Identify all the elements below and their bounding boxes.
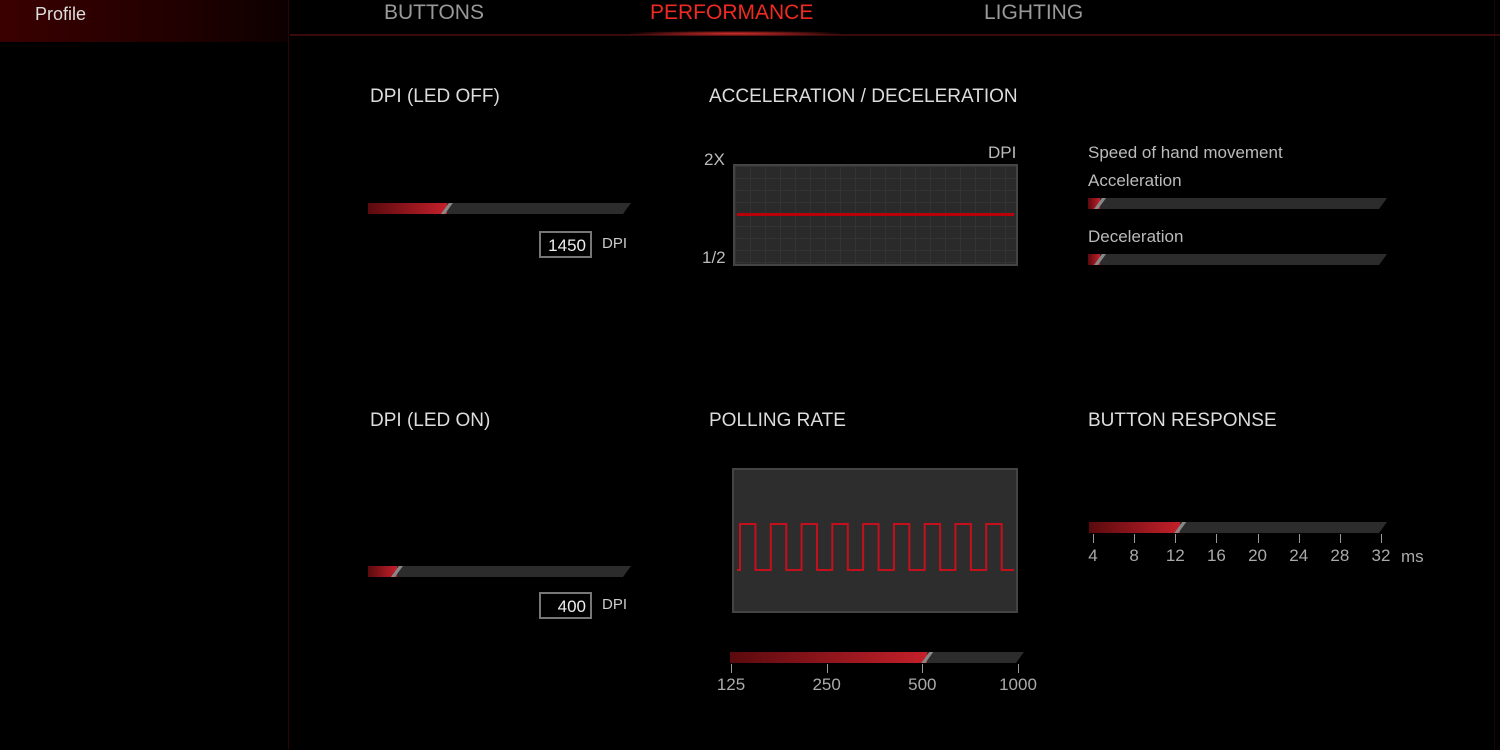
tick-mark [1134,534,1136,543]
tick-mark [1093,534,1094,543]
polling-slider[interactable] [730,652,1024,663]
slider-handle[interactable] [391,566,403,577]
sidebar-item-profile[interactable]: Profile [0,0,288,42]
polling-title: POLLING RATE [709,410,846,431]
acceleration-label: Acceleration [1088,171,1182,190]
acceleration-graph[interactable] [733,164,1018,266]
sidebar: Profile [0,0,289,750]
slider-fill [730,652,927,663]
tab-buttons[interactable]: BUTTONS [384,1,484,24]
button-response-title: BUTTON RESPONSE [1088,410,1277,431]
y-top-label: 2X [704,150,725,169]
dpi-led-off-title: DPI (LED OFF) [370,86,500,107]
polling-wave-display [732,468,1018,613]
dpi-led-on-title: DPI (LED ON) [370,410,491,431]
acceleration-slider[interactable] [1088,198,1387,209]
tick-label[interactable]: 24 [1289,546,1309,565]
button-response-slider[interactable] [1089,522,1387,533]
tick-mark [922,664,924,673]
slider-handle[interactable] [1174,522,1186,533]
divider [1494,0,1495,750]
slider-fill [1089,522,1180,533]
slider-fill [368,566,397,577]
deceleration-label: Deceleration [1088,227,1184,246]
acceleration-curve [737,213,1014,216]
tab-performance[interactable]: PERFORMANCE [650,1,814,24]
tick-mark [1381,534,1382,543]
tab-underline [290,34,1500,36]
tick-mark [1339,534,1341,543]
slider-fill [1088,254,1100,265]
tick-label[interactable]: 1000 [999,675,1037,694]
active-tab-indicator [630,31,840,36]
dpi-led-off-input[interactable]: 1450 [539,231,592,258]
tick-label[interactable]: 12 [1165,546,1185,565]
tick-mark [1257,534,1259,543]
polling-wave [737,523,1014,571]
tick-mark [1298,534,1300,543]
tick-label[interactable]: 4 [1088,546,1098,565]
tab-lighting[interactable]: LIGHTING [984,1,1084,24]
tick-label[interactable]: 8 [1129,546,1139,565]
slider-handle[interactable] [921,652,933,663]
dpi-led-on-slider[interactable] [368,566,631,577]
speed-label: Speed of hand movement [1088,143,1283,162]
tick-label[interactable]: 28 [1330,546,1350,565]
tick-label[interactable]: 500 [908,675,937,694]
tick-label[interactable]: 250 [812,675,841,694]
y-bottom-label: 1/2 [702,248,726,267]
slider-handle[interactable] [1094,198,1106,209]
tick-label[interactable]: 125 [716,675,746,694]
tick-label[interactable]: 20 [1248,546,1268,565]
tick-label[interactable]: 32 [1371,546,1391,565]
tick-mark [731,664,732,673]
tick-mark [1216,534,1218,543]
dpi-led-on-input[interactable]: 400 [539,592,592,619]
deceleration-slider[interactable] [1088,254,1387,265]
tick-label[interactable]: 16 [1206,546,1226,565]
slider-fill [1088,198,1100,209]
y-unit-label: DPI [988,143,1017,162]
tick-mark [1018,664,1019,673]
slider-fill [368,203,447,214]
dpi-unit: DPI [602,596,628,613]
button-response-unit: ms [1401,547,1424,566]
tick-mark [1175,534,1177,543]
dpi-unit: DPI [602,235,628,252]
slider-handle[interactable] [441,203,453,214]
slider-handle[interactable] [1094,254,1106,265]
acceleration-title: ACCELERATION / DECELERATION [709,86,1018,107]
tick-mark [826,664,828,673]
dpi-led-off-slider[interactable] [368,203,631,214]
